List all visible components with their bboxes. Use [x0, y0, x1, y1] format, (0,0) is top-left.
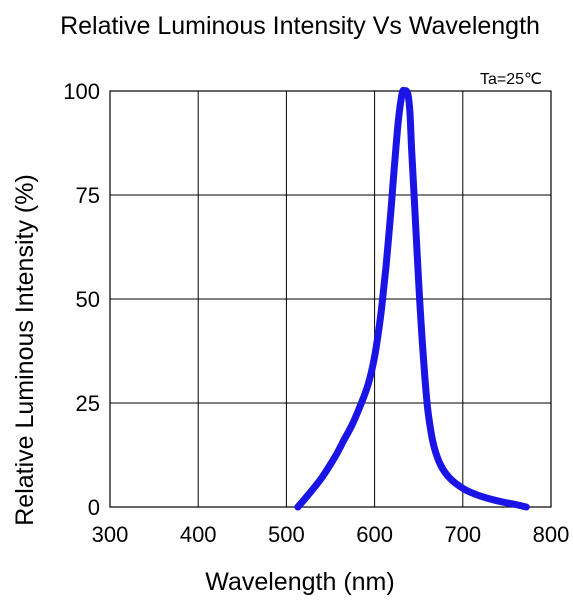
data-point: [307, 493, 310, 496]
y-axis-label: Relative Luminous Intensity (%): [11, 174, 39, 526]
data-point: [430, 431, 432, 433]
x-tick-label: 800: [533, 522, 570, 547]
data-point: [488, 497, 491, 500]
data-point: [380, 306, 383, 309]
data-point: [334, 456, 336, 458]
data-point: [385, 264, 387, 267]
data-point: [462, 487, 464, 490]
data-point: [392, 181, 394, 184]
data-point: [389, 215, 392, 217]
data-point: [409, 111, 411, 113]
y-tick-label: 25: [76, 391, 100, 416]
data-point: [421, 339, 424, 342]
x-tick-labels: 300 400 500 600 700 800: [92, 522, 570, 547]
x-axis-label: Wavelength (nm): [205, 568, 394, 596]
grid: [110, 91, 551, 507]
y-tick-label: 0: [88, 495, 100, 520]
data-point: [407, 94, 409, 96]
y-tick-label: 100: [63, 79, 100, 104]
data-point: [525, 506, 528, 508]
data-point: [448, 477, 451, 479]
data-point: [418, 298, 421, 300]
data-point: [402, 90, 404, 92]
x-tick-label: 300: [92, 522, 129, 547]
x-tick-label: 500: [268, 522, 305, 547]
data-point: [320, 477, 323, 479]
data-point: [475, 493, 477, 496]
y-tick-label: 75: [76, 183, 100, 208]
data-point: [424, 377, 426, 379]
data-point: [514, 503, 517, 506]
data-point: [413, 198, 416, 200]
data-point: [433, 448, 436, 450]
x-tick-label: 700: [444, 522, 481, 547]
data-point: [342, 439, 345, 442]
data-point: [440, 464, 442, 467]
plot-frame: [109, 90, 552, 508]
series-layer: [294, 86, 530, 511]
data-point: [395, 148, 397, 150]
x-tick-label: 400: [180, 522, 217, 547]
x-tick-label: 600: [356, 522, 393, 547]
data-point: [403, 90, 406, 92]
data-point: [372, 364, 374, 367]
chart-title: Relative Luminous Intensity Vs Wavelengt…: [60, 12, 540, 40]
data-point: [410, 148, 413, 150]
data-point: [426, 406, 429, 409]
data-point: [400, 98, 402, 101]
ambient-temperature-annotation: Ta=25℃: [480, 71, 542, 88]
data-point: [351, 423, 354, 425]
data-point: [376, 339, 379, 342]
data-point: [416, 248, 418, 250]
data-point: [297, 506, 299, 508]
data-point: [405, 90, 408, 92]
data-point: [397, 119, 400, 121]
data-point: [366, 385, 369, 388]
data-point: [360, 402, 363, 404]
y-tick-labels: 0 25 50 75 100: [63, 79, 100, 520]
y-tick-label: 50: [76, 287, 100, 312]
data-point: [501, 501, 504, 503]
